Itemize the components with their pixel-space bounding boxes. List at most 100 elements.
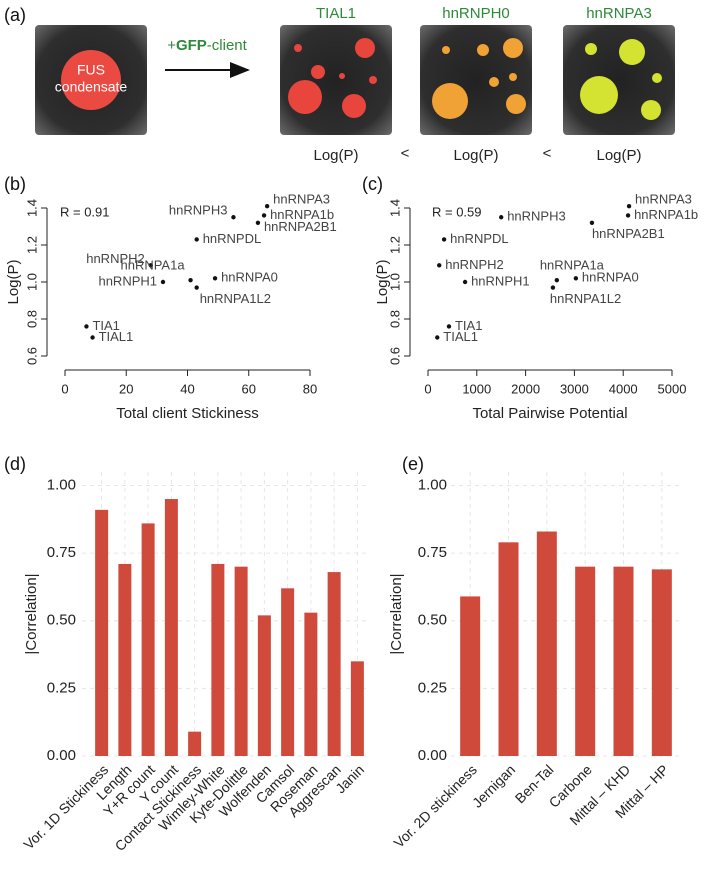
point-label: TIA1: [92, 318, 119, 333]
point: [212, 276, 218, 281]
y-tick-label: 1.0: [387, 273, 402, 291]
y-tick-label: 0.75: [418, 544, 447, 561]
y-tick-label: 1.4: [24, 199, 39, 217]
point-label: hnRNPH3: [169, 203, 228, 218]
y-tick-label: 0.8: [24, 310, 39, 328]
y-axis-label: |Correlation|: [388, 573, 405, 654]
point: [255, 220, 261, 225]
y-axis-label: Log(P): [5, 259, 22, 304]
bar: [651, 569, 672, 756]
point: [188, 277, 193, 283]
bar: [141, 523, 155, 756]
panel-label: (c): [362, 174, 383, 194]
point: [441, 237, 447, 242]
point-label: TIAL1: [99, 329, 134, 344]
panel-label: (e): [402, 454, 424, 474]
droplets: [580, 39, 662, 120]
y-tick-label: 0.50: [418, 612, 447, 629]
point: [261, 213, 267, 218]
point: [194, 285, 199, 290]
point: [626, 203, 632, 209]
bar: [350, 661, 364, 756]
condensate-label: condensate: [55, 79, 128, 95]
point-label: hnRNPH3: [507, 209, 566, 224]
bar: [95, 509, 109, 756]
y-tick-label: 0.6: [387, 347, 402, 365]
client-label: hnRNPA3: [586, 5, 652, 22]
point-label: TIA1: [455, 318, 482, 333]
y-tick-label: 1.0: [24, 273, 39, 291]
relation-sign: <: [401, 145, 410, 162]
x-tick-label: 0: [424, 381, 431, 396]
arrow-label: +GFP-client: [167, 37, 247, 54]
bar: [575, 566, 596, 756]
client-label: TIAL1: [316, 5, 356, 22]
fus-droplet: [61, 50, 121, 110]
y-tick-label: 0.50: [47, 612, 76, 629]
point-label: hnRNPA1b: [270, 207, 334, 222]
x-tick-label: 0: [61, 381, 68, 396]
point: [264, 203, 270, 209]
y-tick-label: 0.00: [418, 747, 447, 764]
point: [231, 215, 236, 220]
condensate-label: FUS: [77, 62, 105, 78]
arrow-label-suffix: -client: [207, 37, 248, 54]
relation-term: Log(P): [313, 147, 358, 164]
bar: [536, 531, 557, 756]
y-tick-label: 1.2: [387, 236, 402, 254]
droplets: [288, 38, 377, 118]
x-axis-label: Total Pairwise Potential: [472, 405, 627, 422]
point: [446, 324, 452, 329]
y-axis-label: Log(P): [374, 259, 391, 304]
point-label: hnRNPH1: [471, 273, 530, 288]
point-label: hnRNPA3: [273, 192, 330, 207]
x-tick-label: 40: [180, 381, 194, 396]
point-label: hnRNPA2B1: [264, 219, 337, 234]
x-tick-label: 80: [303, 381, 317, 396]
point-label: hnRNPA1b: [634, 207, 698, 222]
x-tick-label: 60: [242, 381, 256, 396]
point-label: hnRNPDL: [203, 231, 262, 246]
y-tick-label: 1.4: [387, 199, 402, 217]
point-label: hnRNPA1L2: [200, 291, 271, 306]
point-label: TIAL1: [443, 329, 478, 344]
y-tick-label: 0.25: [47, 679, 76, 696]
x-tick-label: 4000: [609, 381, 638, 396]
client-label: hnRNPH0: [442, 5, 510, 22]
y-tick-label: 0.6: [24, 347, 39, 365]
point: [573, 276, 579, 281]
bar: [211, 563, 225, 756]
x-tick-label: Jernigan: [469, 761, 518, 810]
panel-label: (b): [4, 174, 26, 194]
droplets: [432, 38, 526, 119]
point: [625, 213, 631, 218]
y-axis-label: |Correlation|: [23, 573, 40, 654]
point-label: hnRNPA1a: [540, 258, 605, 273]
point: [437, 263, 442, 268]
annotation: R = 0.91: [60, 204, 110, 219]
point: [84, 324, 89, 329]
point-label: hnRNPH2: [445, 257, 504, 272]
bar: [118, 563, 132, 756]
bar: [281, 588, 295, 756]
bar: [188, 731, 202, 756]
arrow-label-prefix: +: [167, 37, 176, 54]
point: [435, 335, 440, 340]
bar: [327, 572, 341, 756]
x-tick-label: 2000: [511, 381, 540, 396]
y-tick-label: 1.2: [24, 236, 39, 254]
y-tick-label: 0.8: [387, 310, 402, 328]
point-label: hnRNPA1a: [120, 258, 185, 273]
point: [499, 215, 504, 220]
point: [589, 220, 595, 225]
point: [554, 277, 560, 283]
x-tick-label: Vor. 1D Stickiness: [20, 761, 111, 852]
y-tick-label: 0.25: [418, 679, 447, 696]
y-tick-label: 0.75: [47, 544, 76, 561]
bar: [460, 596, 481, 756]
point-label: hnRNPA3: [635, 192, 692, 207]
point-label: hnRNPA0: [582, 270, 639, 285]
point-label: hnRNPA0: [221, 270, 278, 285]
point: [550, 285, 556, 290]
